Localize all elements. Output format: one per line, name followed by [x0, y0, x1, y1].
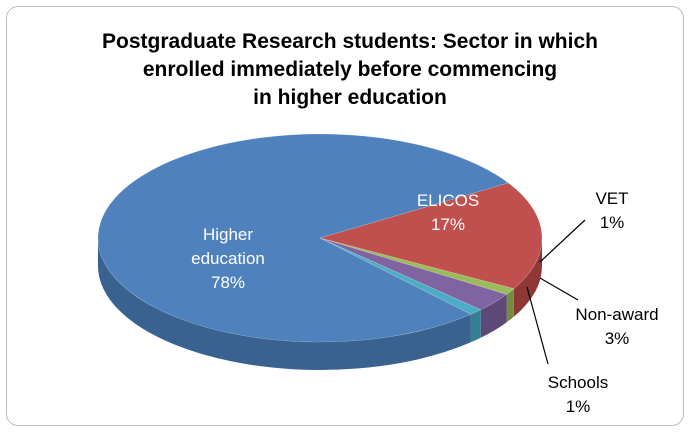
pie-side-schools — [470, 309, 481, 343]
slice-label-line: 1% — [566, 397, 591, 416]
slice-label-line: ELICOS — [417, 191, 479, 210]
slice-label-line: Schools — [548, 373, 608, 392]
leader-line-schools — [526, 286, 549, 365]
pie-slice-higher-education — [97, 133, 509, 343]
pie-side-elicos — [513, 238, 542, 317]
pie-slice-schools — [319, 237, 482, 315]
chart-title: Postgraduate Research students: Sector i… — [40, 28, 660, 112]
pie-sides — [98, 238, 542, 371]
leader-line-vet — [539, 219, 586, 263]
slice-label-line: VET — [595, 189, 628, 208]
leader-lines — [526, 219, 586, 365]
slice-label-line: education — [191, 249, 265, 268]
pie-slice-elicos — [318, 182, 543, 290]
slice-labels: ELICOS 17% VET 1% Non-award 3% Schools 1% Higher… — [191, 189, 658, 416]
slice-label-higher-education: Higher education 78% — [191, 225, 265, 292]
slice-label-schools: Schools 1% — [548, 373, 608, 416]
slice-label-vet: VET 1% — [595, 189, 628, 232]
pie-slice-non-award — [319, 237, 508, 311]
slice-label-elicos: ELICOS 17% — [417, 191, 479, 234]
pie-top-slices — [97, 133, 543, 343]
slice-label-line: 1% — [600, 213, 625, 232]
pie-side-non-award — [480, 294, 507, 338]
slice-label-line: 78% — [211, 273, 245, 292]
slice-label-line: Non-award — [575, 305, 658, 324]
slice-label-line: Higher — [203, 225, 253, 244]
pie-slice-vet — [319, 237, 515, 295]
leader-line-non-award — [539, 277, 579, 301]
slice-label-line: 3% — [605, 329, 630, 348]
pie-side-vet — [506, 288, 514, 323]
slice-label-line: 17% — [431, 215, 465, 234]
slice-label-non-award: Non-award 3% — [575, 305, 658, 348]
title-line-3: in higher education — [253, 86, 447, 109]
title-line-2: enrolled immediately before commencing — [142, 58, 558, 81]
pie-side-higher-education — [98, 238, 471, 371]
title-line-1: Postgraduate Research students: Sector i… — [102, 30, 598, 53]
